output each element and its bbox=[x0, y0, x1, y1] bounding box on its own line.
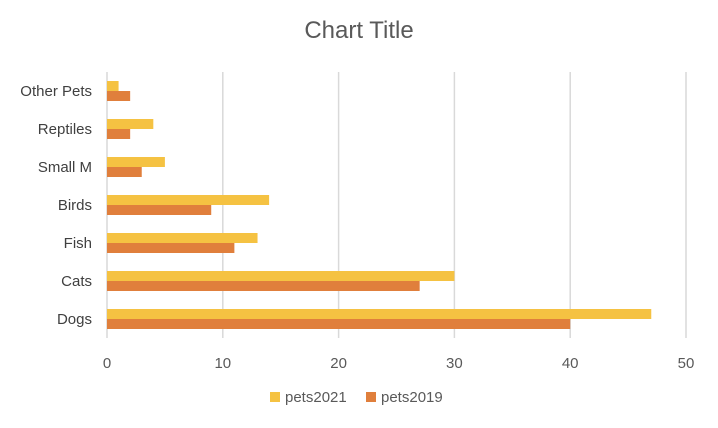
x-tick-label: 30 bbox=[446, 355, 463, 372]
bar-pets2019-other-pets bbox=[107, 91, 131, 101]
chart-title: Chart Title bbox=[304, 17, 413, 44]
bar-pets2021-small-m bbox=[107, 157, 165, 167]
bar-pets2019-dogs bbox=[107, 319, 571, 329]
x-tick-label: 10 bbox=[214, 355, 231, 372]
gridlines bbox=[106, 72, 687, 338]
category-labels: Dogs Cats Fish Birds Small M Reptiles Other Pe… bbox=[20, 83, 92, 328]
legend-label-pets2021: pets2021 bbox=[285, 389, 347, 406]
bar-pets2021-birds bbox=[107, 195, 270, 205]
category-label: Small M bbox=[38, 159, 92, 176]
bar-pets2021-cats bbox=[107, 271, 455, 281]
category-label: Dogs bbox=[57, 311, 92, 328]
legend-swatch-pets2021 bbox=[270, 392, 280, 402]
bars bbox=[107, 81, 652, 329]
category-label: Cats bbox=[61, 273, 92, 290]
legend-label-pets2019: pets2019 bbox=[381, 389, 443, 406]
x-tick-label: 40 bbox=[562, 355, 579, 372]
x-tick-label: 20 bbox=[330, 355, 347, 372]
category-label: Other Pets bbox=[20, 83, 92, 100]
x-tick-label: 0 bbox=[103, 355, 111, 372]
bar-pets2019-fish bbox=[107, 243, 235, 253]
category-label: Reptiles bbox=[38, 121, 92, 138]
x-tick-labels: 0 10 20 30 40 50 bbox=[103, 355, 695, 372]
bar-pets2021-fish bbox=[107, 233, 258, 243]
bar-pets2021-other-pets bbox=[107, 81, 119, 91]
legend-swatch-pets2019 bbox=[366, 392, 376, 402]
x-tick-label: 50 bbox=[678, 355, 695, 372]
bar-pets2021-dogs bbox=[107, 309, 652, 319]
bar-pets2019-cats bbox=[107, 281, 420, 291]
category-label: Fish bbox=[64, 235, 92, 252]
bar-pets2021-reptiles bbox=[107, 119, 154, 129]
bar-pets2019-birds bbox=[107, 205, 212, 215]
legend: pets2021 pets2019 bbox=[270, 389, 443, 406]
bar-pets2019-reptiles bbox=[107, 129, 131, 139]
category-label: Birds bbox=[58, 197, 92, 214]
bar-pets2019-small-m bbox=[107, 167, 142, 177]
